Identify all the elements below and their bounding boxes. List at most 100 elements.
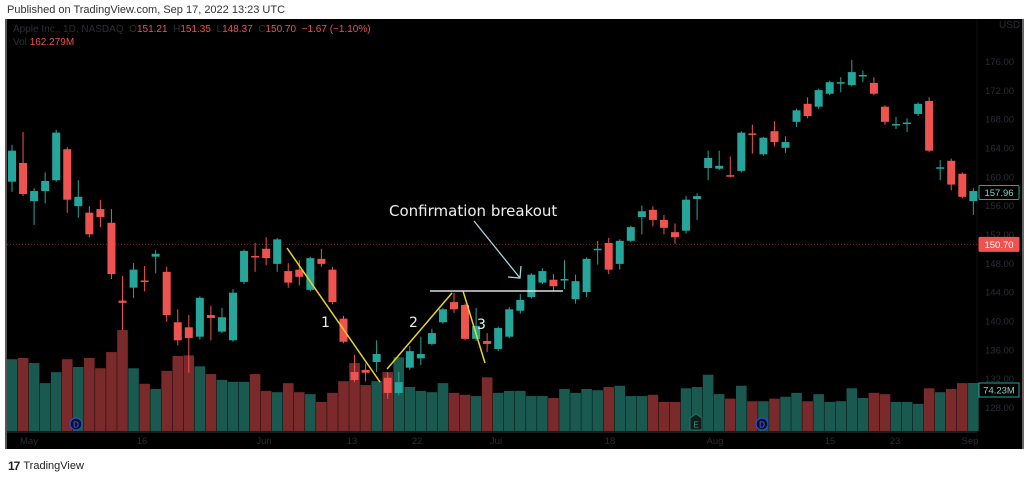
candle-body: [737, 132, 746, 171]
marker-label: D: [759, 421, 765, 430]
candle-body: [151, 253, 160, 257]
candle-body: [748, 133, 757, 135]
price-chart[interactable]: USD 176.00 172.00 168.00 164.00 160.00 156.00 1…: [7, 19, 1022, 449]
volume-bar: [282, 383, 294, 431]
volume-bar: [824, 401, 835, 431]
volume-bar: [680, 388, 692, 431]
volume-bar: [294, 392, 305, 431]
wave-2-line: [386, 292, 453, 370]
candle-body: [427, 333, 436, 344]
candle-body: [505, 309, 514, 337]
marker-circle: [69, 417, 83, 431]
breakout-arrow: [473, 220, 521, 279]
volume-bar: [227, 381, 239, 431]
volume-bar: [205, 374, 217, 431]
candle-body: [184, 327, 193, 339]
volume-bar: [7, 359, 18, 431]
marker-label: D: [73, 421, 79, 430]
time-tick: Sep: [962, 436, 979, 447]
time-tick: 16: [137, 436, 148, 447]
volume-bar: [923, 388, 935, 431]
last-price-label-box: [978, 236, 1020, 252]
candle-body: [306, 258, 315, 290]
price-tick: 168.00: [985, 115, 1014, 126]
volume-bar: [404, 387, 416, 431]
volume-bar: [194, 366, 206, 431]
candle-body: [637, 211, 646, 218]
ma-price-label: 157.96: [984, 188, 1013, 199]
volume-bar: [492, 392, 504, 431]
candle-body: [52, 132, 61, 181]
volume-bar: [515, 390, 526, 431]
tradingview-logo-icon: 17: [8, 459, 20, 473]
candle-body: [372, 354, 381, 362]
candle-body: [869, 82, 878, 94]
volume-bar: [846, 388, 858, 431]
annotation-text: Confirmation breakout: [389, 202, 557, 220]
volume-bar: [360, 385, 371, 431]
ma-price-label-box: [978, 185, 1020, 201]
candle-body: [516, 299, 525, 311]
price-tick: 160.00: [985, 172, 1014, 183]
candle-body: [273, 239, 282, 264]
price-tick: 144.00: [985, 288, 1014, 299]
volume-bar: [161, 370, 172, 431]
volume-bar: [868, 392, 880, 431]
candle-body: [284, 271, 293, 283]
price-tick: 172.00: [985, 86, 1014, 97]
price-tick: 152.00: [985, 230, 1014, 241]
candle-body: [240, 250, 249, 282]
volume-bar: [415, 390, 427, 431]
candle-body: [8, 150, 16, 182]
candle-body: [582, 258, 591, 292]
volume-bar: [647, 394, 659, 431]
volume-bar: [50, 372, 62, 431]
candle-body: [969, 191, 978, 202]
candle-body: [560, 279, 569, 281]
volume-bar: [537, 396, 548, 431]
candle-body: [416, 354, 425, 359]
candle-body: [604, 242, 613, 270]
close-label: C: [258, 24, 266, 35]
volume-bar: [625, 396, 637, 431]
chart-pane[interactable]: USD 176.00 172.00 168.00 164.00 160.00 156.00 1…: [5, 19, 1024, 449]
candle-body: [405, 351, 414, 368]
wave-label: 1: [321, 315, 330, 331]
candle-body: [847, 72, 856, 86]
candle-body: [648, 209, 657, 220]
candle-body: [96, 209, 105, 218]
volume-bar: [426, 392, 438, 431]
volume-bar: [879, 394, 891, 431]
candle-body: [206, 315, 215, 318]
candle-body: [262, 248, 271, 259]
price-tick: 128.00: [985, 403, 1014, 414]
volume-bar: [658, 401, 670, 431]
volume-bar: [736, 385, 747, 431]
volume-bar: [592, 390, 603, 431]
volume-bar: [481, 377, 493, 431]
candle-body: [704, 157, 713, 168]
volume-bar: [614, 385, 626, 431]
volume-bar: [260, 390, 272, 431]
time-tick: 22: [412, 436, 423, 447]
candle-body: [715, 165, 724, 169]
volume-bar: [912, 403, 924, 431]
candle-body: [880, 106, 889, 122]
volume-bar: [724, 398, 736, 431]
time-tick: Jun: [256, 436, 271, 447]
candle-body: [483, 341, 492, 344]
volume-bar: [945, 388, 957, 431]
candle-body: [682, 199, 691, 231]
volume-bar: [305, 394, 316, 431]
candle-body: [914, 103, 923, 114]
dividend-marker-icon: D: [755, 417, 769, 431]
volume-bar: [835, 401, 847, 431]
volume-bar: [437, 383, 449, 431]
candle-body: [693, 196, 702, 199]
volume-bar: [780, 396, 791, 431]
volume-bar: [249, 374, 261, 431]
volume-bar: [17, 357, 29, 431]
time-tick: 15: [825, 436, 836, 447]
candle-body: [792, 110, 801, 122]
candle-body: [814, 90, 823, 107]
